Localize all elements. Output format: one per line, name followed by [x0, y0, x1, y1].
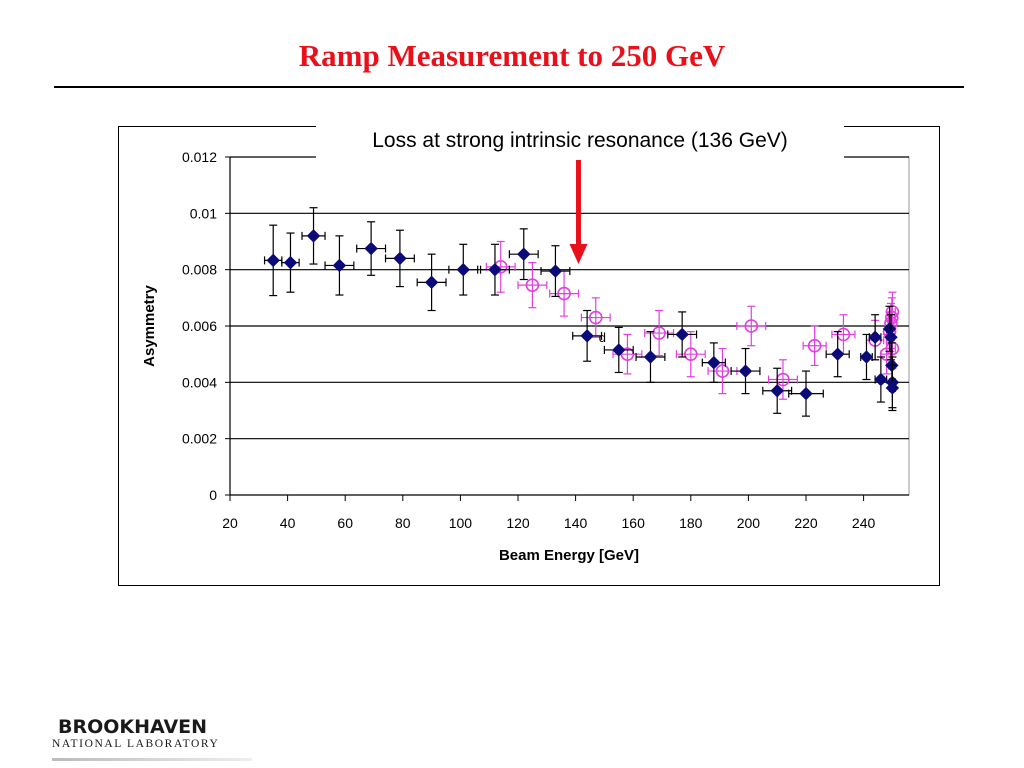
arrow-head — [569, 244, 588, 265]
y-tick-label: 0.002 — [182, 431, 217, 447]
y-tick-label: 0.012 — [182, 149, 217, 165]
data-point-diamond — [874, 372, 888, 387]
grid-layer — [229, 156, 910, 496]
brookhaven-logo: BROOKHAVEN NATIONAL LABORATORY — [52, 716, 252, 764]
data-point-circle — [807, 338, 822, 353]
x-tick-label: 20 — [222, 515, 238, 531]
y-tick-label: 0.008 — [182, 262, 217, 278]
x-tick-label: 60 — [337, 515, 353, 531]
series-layer — [263, 207, 900, 417]
x-tick-label: 180 — [679, 515, 703, 531]
data-point-circle — [683, 347, 698, 361]
y-axis-label: Asymmetry — [141, 284, 158, 366]
data-point-diamond — [643, 350, 658, 364]
x-tick-label: 160 — [622, 515, 646, 531]
data-point-diamond — [332, 258, 347, 273]
x-tick-label: 220 — [794, 515, 818, 531]
data-point-diamond — [580, 329, 594, 343]
x-tick-label: 40 — [280, 515, 296, 531]
data-point-diamond — [548, 264, 563, 278]
title-divider — [54, 86, 964, 88]
data-point-diamond — [306, 229, 321, 243]
data-point-diamond — [707, 355, 721, 370]
y-tick-label: 0.006 — [182, 318, 217, 334]
x-tick-label: 240 — [852, 515, 876, 531]
data-point-diamond — [456, 262, 470, 277]
logo-swoosh — [52, 758, 252, 761]
data-point-diamond — [859, 350, 874, 364]
data-point-circle — [525, 278, 540, 292]
data-point-circle — [620, 347, 635, 361]
data-point-diamond — [424, 275, 439, 290]
data-point-circle — [557, 286, 571, 301]
x-axis-label: Beam Energy [GeV] — [499, 547, 639, 564]
slide-title: Ramp Measurement to 250 GeV — [298, 38, 726, 73]
data-point-diamond — [675, 327, 689, 342]
series-open-circles — [485, 240, 900, 400]
data-point-diamond — [517, 247, 531, 261]
data-point-diamond — [868, 330, 882, 344]
data-point-diamond — [885, 381, 900, 395]
x-tick-label: 200 — [737, 515, 761, 531]
y-tick-label: 0.004 — [182, 374, 217, 390]
series-filled-diamonds — [263, 207, 900, 417]
data-point-diamond — [612, 343, 626, 357]
logo-subtitle: NATIONAL LABORATORY — [52, 738, 220, 750]
data-point-diamond — [266, 253, 280, 268]
data-point-diamond — [488, 262, 502, 277]
stray-data-label: d — [599, 330, 606, 345]
x-tick-label: 80 — [395, 515, 411, 531]
chart-frame — [118, 126, 940, 586]
data-point-circle — [588, 310, 603, 325]
data-point-diamond — [799, 386, 813, 401]
y-tick-label: 0 — [209, 487, 217, 503]
x-tick-label: 120 — [506, 515, 530, 531]
logo-wordmark: BROOKHAVEN — [58, 716, 208, 738]
x-tick-label: 140 — [564, 515, 588, 531]
data-point-circle — [744, 319, 759, 333]
data-point-diamond — [393, 251, 407, 266]
data-point-diamond — [283, 255, 298, 270]
data-point-circle — [715, 364, 730, 378]
axis-layer: 0 0.002 0.004 0.006 0.008 0.01 0.012 20 40 60 80 10… — [182, 149, 909, 531]
data-point-diamond — [738, 364, 753, 378]
resonance-arrow — [569, 160, 588, 265]
resonance-callout: Loss at strong intrinsic resonance (136 … — [316, 126, 844, 158]
data-point-circle — [652, 326, 666, 340]
data-point-diamond — [364, 241, 378, 256]
y-tick-label: 0.01 — [190, 205, 217, 221]
data-point-diamond — [770, 384, 784, 398]
data-point-diamond — [830, 347, 845, 361]
x-tick-label: 100 — [449, 515, 473, 531]
arrow-shaft — [575, 160, 581, 247]
